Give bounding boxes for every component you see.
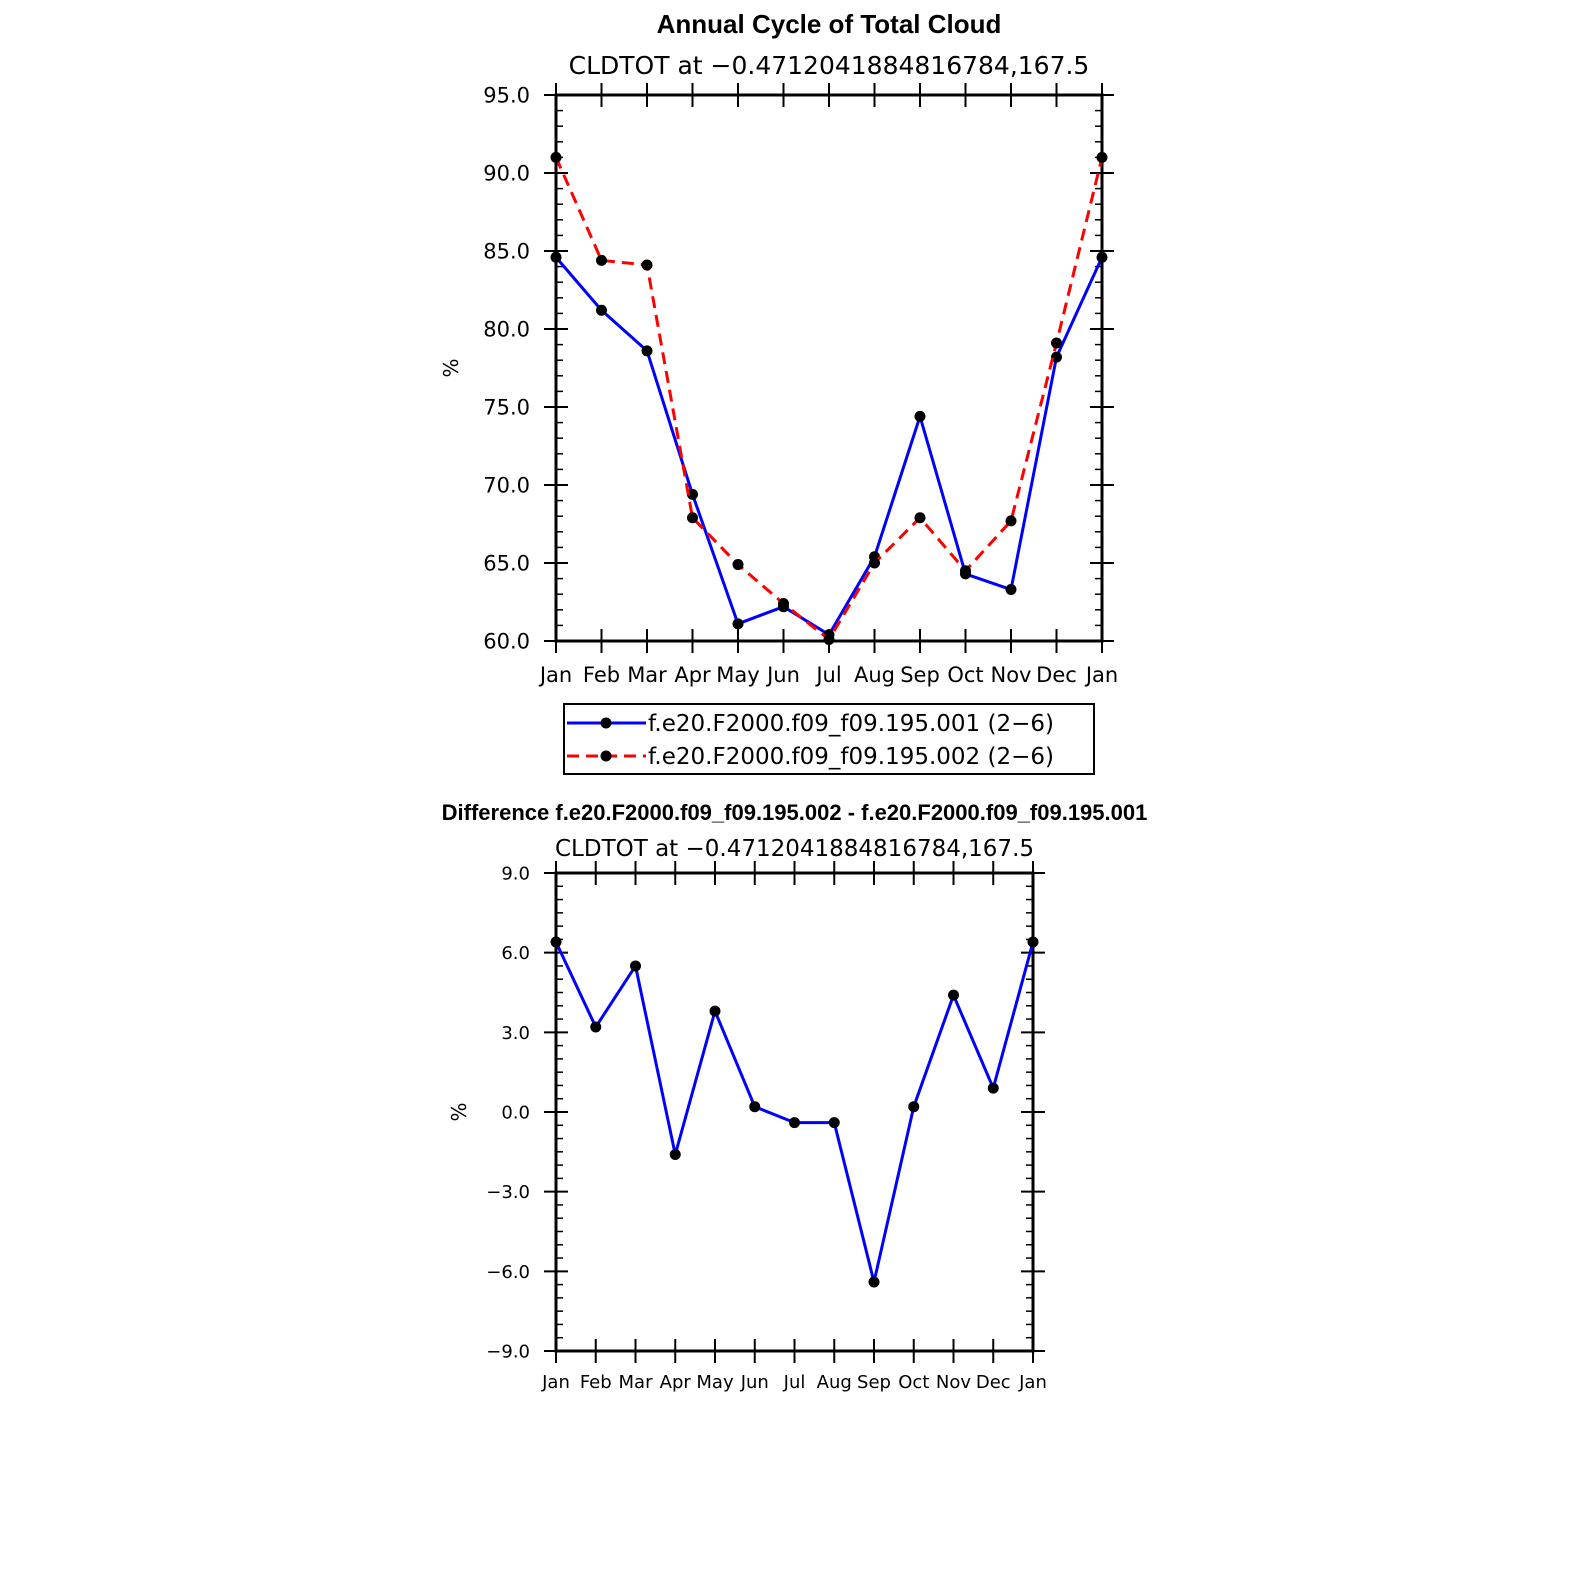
data-point	[709, 1005, 721, 1017]
x-tick-label: Oct	[947, 663, 983, 687]
data-point	[687, 512, 698, 524]
data-point	[823, 633, 835, 645]
x-tick-label: May	[716, 663, 759, 687]
y-tick-label: 90.0	[483, 162, 530, 186]
x-tick-label: Aug	[854, 663, 895, 687]
legend-marker	[600, 750, 612, 762]
x-tick-label: Mar	[619, 1372, 654, 1393]
x-tick-label: Jun	[765, 663, 800, 687]
y-axis-label: %	[439, 358, 463, 377]
x-tick-label: Oct	[898, 1372, 929, 1393]
data-point	[948, 989, 959, 1001]
data-point	[1096, 151, 1108, 163]
data-point	[596, 304, 607, 316]
y-tick-label: −9.0	[486, 1341, 530, 1362]
y-tick-label: 3.0	[501, 1023, 530, 1044]
legend-box	[563, 703, 1095, 775]
x-tick-label: Apr	[660, 1372, 692, 1393]
data-point	[732, 559, 744, 571]
data-point	[687, 488, 698, 500]
x-tick-label: Dec	[976, 1372, 1011, 1393]
data-point	[828, 1117, 840, 1129]
series-line-1	[554, 256, 1104, 637]
data-point	[789, 1117, 800, 1129]
x-tick-label: Sep	[900, 663, 940, 687]
x-tick-label: Nov	[991, 663, 1032, 687]
legend-marker	[600, 717, 612, 729]
data-point	[630, 960, 641, 972]
data-point	[550, 936, 562, 948]
data-point	[1096, 251, 1108, 263]
data-point	[1005, 515, 1017, 527]
x-tick-label: Jul	[814, 663, 841, 687]
x-tick-label: Jun	[740, 1372, 769, 1393]
legend-label: f.e20.F2000.f09_f09.195.002 (2−6)	[648, 744, 1054, 770]
x-tick-label: May	[696, 1372, 734, 1393]
difference-chart: Difference f.e20.F2000.f09_f09.195.002 -…	[442, 800, 1148, 1393]
x-tick-label: Feb	[580, 1372, 612, 1393]
data-point	[590, 1021, 602, 1033]
data-point	[641, 259, 653, 271]
data-point	[1027, 936, 1039, 948]
x-tick-label: Apr	[674, 663, 711, 687]
chart-subtitle: CLDTOT at −0.4712041884816784,167.5	[555, 836, 1034, 862]
x-tick-label: Aug	[817, 1372, 852, 1393]
x-tick-label: Jan	[1084, 663, 1118, 687]
data-point	[641, 345, 653, 357]
y-tick-label: 65.0	[483, 552, 530, 576]
y-tick-label: 75.0	[483, 396, 530, 420]
x-tick-label: Jul	[783, 1372, 806, 1393]
x-tick-label: Nov	[936, 1372, 971, 1393]
annual-cycle-chart: Annual Cycle of Total Cloud CLDTOT at −0.…	[439, 9, 1118, 687]
y-tick-label: 80.0	[483, 318, 530, 342]
data-point	[987, 1082, 999, 1094]
data-point	[869, 557, 880, 569]
x-tick-label: Jan	[1018, 1372, 1047, 1393]
data-point	[669, 1148, 681, 1160]
data-point	[960, 565, 971, 577]
y-tick-label: 85.0	[483, 240, 530, 264]
x-tick-label: Sep	[857, 1372, 891, 1393]
data-point	[732, 618, 744, 630]
data-point	[550, 251, 562, 263]
y-tick-label: 60.0	[483, 630, 530, 654]
data-point	[778, 598, 789, 610]
data-point	[550, 151, 562, 163]
chart-subtitle: CLDTOT at −0.4712041884816784,167.5	[569, 51, 1090, 80]
data-point	[1005, 584, 1017, 596]
data-point	[1051, 337, 1062, 349]
data-point	[908, 1101, 920, 1113]
x-tick-label: Jan	[538, 663, 572, 687]
data-point	[596, 254, 607, 266]
x-tick-label: Mar	[627, 663, 667, 687]
x-tick-label: Dec	[1036, 663, 1077, 687]
y-tick-label: 70.0	[483, 474, 530, 498]
data-point	[914, 512, 926, 524]
chart-title: Annual Cycle of Total Cloud	[657, 9, 1002, 39]
y-axis-label: %	[447, 1102, 471, 1121]
y-tick-label: 95.0	[483, 84, 530, 108]
data-point	[868, 1276, 880, 1288]
chart-legend: f.e20.F2000.f09_f09.195.001 (2−6) f.e20.F…	[563, 703, 1095, 775]
series-line-2	[554, 156, 1104, 641]
plot-frame	[554, 93, 1104, 643]
data-point	[749, 1101, 761, 1113]
y-tick-label: 6.0	[501, 943, 530, 964]
chart-title: Difference f.e20.F2000.f09_f09.195.002 -…	[442, 800, 1148, 825]
x-tick-label: Feb	[583, 663, 620, 687]
y-tick-label: 9.0	[501, 863, 530, 884]
y-tick-label: −3.0	[486, 1182, 530, 1203]
y-tick-label: −6.0	[486, 1262, 530, 1283]
data-point	[914, 410, 926, 422]
plot-frame	[554, 871, 1035, 1353]
x-tick-label: Jan	[541, 1372, 570, 1393]
series-line-1	[554, 941, 1035, 1284]
legend-label: f.e20.F2000.f09_f09.195.001 (2−6)	[648, 711, 1054, 737]
y-tick-label: 0.0	[501, 1102, 530, 1123]
